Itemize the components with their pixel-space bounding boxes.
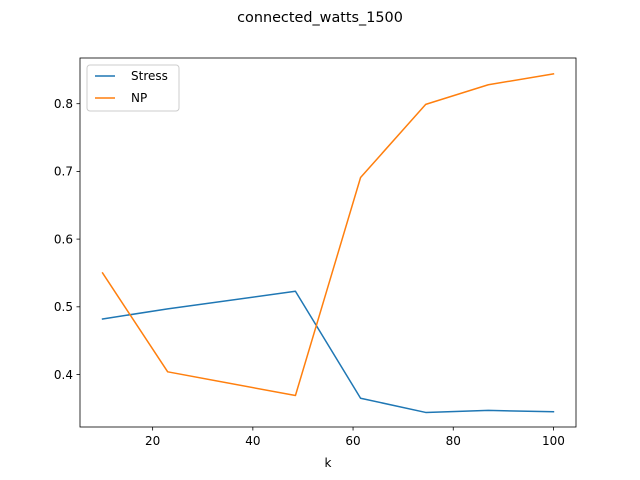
series-layer (101, 73, 555, 414)
x-axis: 20 40 60 80 100 (145, 427, 565, 448)
y-tick-label-1: 0.5 (54, 300, 73, 314)
x-axis-label: k (325, 456, 332, 470)
plot-area (79, 57, 577, 428)
plot-background (80, 58, 576, 427)
y-tick-label-0: 0.4 (54, 368, 73, 382)
y-tick-label-2: 0.6 (54, 232, 73, 246)
series-line-stress (101, 290, 555, 414)
x-tick-label-3: 80 (446, 434, 461, 448)
x-tick-label-0: 20 (145, 434, 160, 448)
y-tick-label-4: 0.8 (54, 97, 73, 111)
y-tick-label-3: 0.7 (54, 165, 73, 179)
series-line-np (101, 73, 555, 397)
x-tick-label-2: 60 (345, 434, 360, 448)
x-tick-label-1: 40 (245, 434, 260, 448)
y-axis: 0.4 0.5 0.6 0.7 0.8 (54, 97, 80, 382)
chart-title: connected_watts_1500 (237, 10, 403, 26)
legend-label-np: NP (131, 91, 147, 105)
axes-frame (79, 57, 577, 428)
legend: Stress NP (86, 64, 180, 112)
legend-label-stress: Stress (131, 69, 168, 83)
x-tick-label-4: 100 (542, 434, 565, 448)
